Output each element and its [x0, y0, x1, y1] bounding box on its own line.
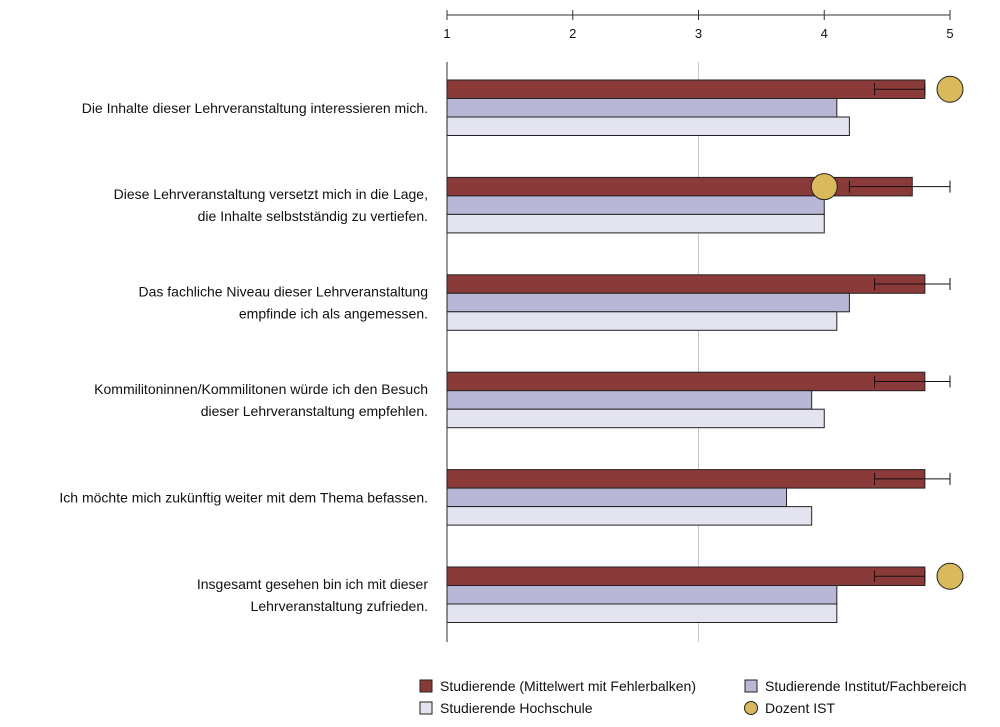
- category-label: Diese Lehrveranstaltung versetzt mich in…: [114, 186, 428, 224]
- bar-studierende: [446, 469, 926, 489]
- category-label: Insgesamt gesehen bin ich mit dieser Lehr…: [197, 576, 428, 614]
- category-label-line: Lehrveranstaltung zufrieden.: [251, 598, 428, 614]
- category-label-line: die Inhalte selbstständig zu vertiefen.: [198, 208, 428, 224]
- x-axis: 1 2 3 4 5: [443, 10, 954, 41]
- bar-institut: [446, 487, 788, 508]
- category-labels: Die Inhalte dieser Lehrveranstaltung int…: [59, 100, 428, 614]
- grid-layer: [446, 62, 699, 642]
- bar-institut: [446, 195, 825, 215]
- category-label: Ich möchte mich zukünftig weiter mit dem…: [59, 489, 428, 505]
- legend-label: Studierende Hochschule: [440, 700, 593, 716]
- legend-label: Studierende (Mittelwert mit Fehlerbalken…: [440, 678, 696, 694]
- category-label-line: Diese Lehrveranstaltung versetzt mich in…: [114, 186, 428, 202]
- bar-institut: [446, 390, 813, 410]
- bar-studierende: [446, 79, 926, 99]
- legend-label: Studierende Institut/Fachbereich: [765, 678, 967, 694]
- legend-swatch: [744, 701, 758, 715]
- bar-hochschule: [446, 506, 813, 526]
- category-label-line: Insgesamt gesehen bin ich mit dieser: [197, 576, 428, 592]
- bar-hochschule: [446, 603, 838, 623]
- legend: Studierende (Mittelwert mit Fehlerbalken…: [419, 678, 967, 716]
- legend-label: Dozent IST: [765, 700, 835, 716]
- x-tick-label: 4: [821, 26, 828, 41]
- bar-hochschule: [446, 408, 825, 429]
- x-tick-label: 1: [443, 26, 450, 41]
- legend-swatch: [419, 679, 433, 693]
- dozent-marker: [936, 562, 964, 590]
- category-label: Das fachliche Niveau dieser Lehrveransta…: [139, 284, 429, 322]
- category-label-line: Kommilitoninnen/Kommilitonen würde ich d…: [94, 381, 428, 397]
- x-tick-label: 2: [569, 26, 576, 41]
- bar-institut: [446, 98, 838, 118]
- category-label-line: Ich möchte mich zukünftig weiter mit dem…: [59, 489, 428, 505]
- category-label-line: Die Inhalte dieser Lehrveranstaltung int…: [82, 100, 428, 116]
- bar-studierende: [446, 274, 926, 294]
- bar-institut: [446, 292, 850, 313]
- bar-hochschule: [446, 311, 838, 331]
- x-tick-label: 5: [946, 26, 953, 41]
- legend-swatch: [744, 679, 758, 693]
- x-tick-label: 3: [695, 26, 702, 41]
- dozent-marker: [936, 75, 964, 103]
- bar-hochschule: [446, 213, 825, 234]
- category-label-line: dieser Lehrveranstaltung empfehlen.: [201, 403, 428, 419]
- bar-institut: [446, 585, 838, 605]
- bar-studierende: [446, 176, 913, 197]
- bars-layer: [446, 75, 964, 623]
- dozent-marker: [810, 173, 838, 201]
- category-label: Die Inhalte dieser Lehrveranstaltung int…: [82, 100, 428, 116]
- category-label: Kommilitoninnen/Kommilitonen würde ich d…: [94, 381, 428, 419]
- legend-swatch: [419, 701, 433, 715]
- bar-studierende: [446, 371, 926, 392]
- bar-studierende: [446, 566, 926, 586]
- category-label-line: empfinde ich als angemessen.: [239, 306, 428, 322]
- category-label-line: Das fachliche Niveau dieser Lehrveransta…: [139, 284, 429, 300]
- bar-hochschule: [446, 116, 850, 136]
